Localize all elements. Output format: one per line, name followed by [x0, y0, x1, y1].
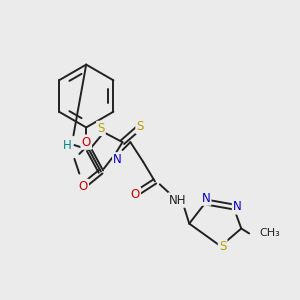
Text: S: S	[219, 240, 226, 253]
Text: H: H	[63, 139, 72, 152]
Text: S: S	[136, 120, 144, 133]
Text: N: N	[113, 153, 122, 166]
Text: O: O	[79, 180, 88, 193]
Text: O: O	[82, 136, 91, 148]
Text: S: S	[97, 122, 105, 135]
Text: N: N	[233, 200, 242, 213]
Text: N: N	[202, 192, 210, 205]
Text: CH₃: CH₃	[259, 228, 280, 239]
Text: O: O	[131, 188, 140, 201]
Text: NH: NH	[169, 194, 186, 207]
